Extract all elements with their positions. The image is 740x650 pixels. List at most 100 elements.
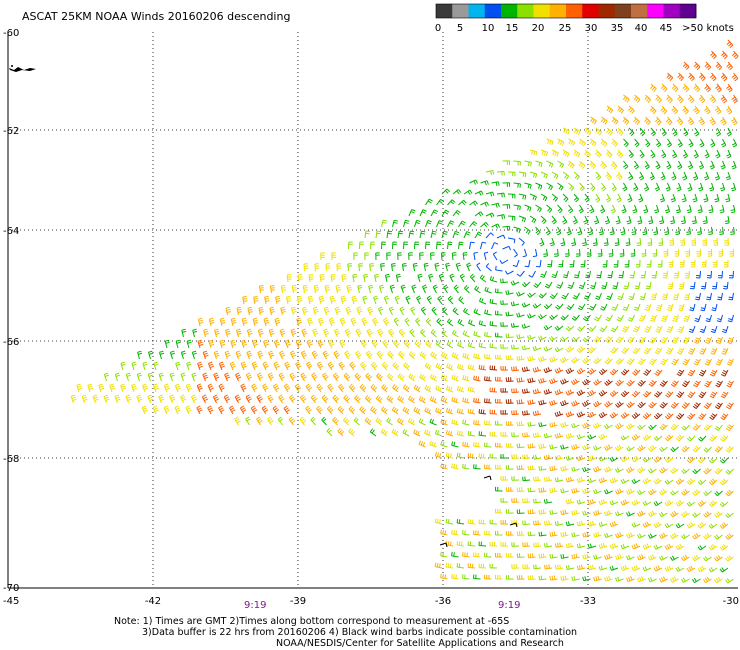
wind-barb xyxy=(148,350,154,360)
wind-barb xyxy=(263,317,270,327)
wind-barb xyxy=(440,441,448,448)
wind-barb xyxy=(289,372,296,382)
wind-barb xyxy=(458,199,467,206)
wind-barb xyxy=(671,358,679,366)
wind-barb xyxy=(714,534,723,540)
wind-barb xyxy=(272,405,280,415)
wind-barb xyxy=(631,226,637,236)
wind-barb xyxy=(562,215,568,225)
wind-barb xyxy=(538,356,547,363)
wind-barb xyxy=(246,350,253,360)
wind-barb xyxy=(604,357,613,365)
wind-barb xyxy=(690,259,696,268)
wind-barb xyxy=(637,533,646,539)
wind-barb xyxy=(532,454,542,460)
wind-barb xyxy=(538,553,547,559)
wind-barb xyxy=(683,314,690,323)
wind-barb xyxy=(446,363,454,371)
wind-barb xyxy=(710,50,717,60)
wind-barb xyxy=(529,215,537,224)
wind-barb xyxy=(326,405,334,415)
wind-barb xyxy=(169,394,176,404)
wind-barb xyxy=(335,284,341,294)
wind-barb xyxy=(551,270,558,279)
wind-barb xyxy=(311,350,318,360)
wind-barb xyxy=(445,407,454,415)
wind-barb xyxy=(213,372,220,382)
wind-barb xyxy=(431,306,437,316)
wind-barb xyxy=(495,486,503,492)
wind-barb xyxy=(648,488,657,496)
wind-barb xyxy=(731,94,738,104)
wind-barb xyxy=(664,226,670,236)
wind-barb xyxy=(729,248,735,257)
wind-barb xyxy=(538,292,547,299)
wind-barb xyxy=(363,273,369,283)
wind-barb xyxy=(392,219,399,228)
wind-barb xyxy=(463,189,473,195)
wind-barb xyxy=(661,314,668,323)
wind-barb xyxy=(616,314,624,322)
wind-barb xyxy=(595,292,602,300)
wind-barb xyxy=(659,488,668,496)
wind-barb xyxy=(604,336,613,343)
wind-barb xyxy=(500,542,509,547)
wind-barb xyxy=(615,379,624,387)
wind-barb xyxy=(554,454,564,461)
wind-barb xyxy=(425,340,432,349)
wind-barb xyxy=(300,372,307,382)
wind-barb xyxy=(322,372,329,382)
wind-barb xyxy=(580,259,586,268)
wind-barb xyxy=(239,405,247,415)
wind-barb xyxy=(451,441,459,448)
wind-barb xyxy=(516,291,525,297)
wind-barb xyxy=(697,226,702,235)
wind-barb xyxy=(712,259,718,268)
wind-barb xyxy=(236,306,242,316)
wind-barb xyxy=(430,252,435,261)
wind-barb xyxy=(522,498,531,504)
wind-barb xyxy=(562,171,570,180)
wind-barb xyxy=(571,423,580,429)
wind-barb xyxy=(702,215,708,225)
wind-barb xyxy=(653,477,663,485)
wind-barb xyxy=(240,361,247,371)
wind-barb xyxy=(659,215,665,225)
wind-barb xyxy=(637,489,646,496)
wind-barb xyxy=(604,575,613,582)
wind-barb xyxy=(681,554,690,562)
wind-barb xyxy=(408,351,416,360)
wind-barb xyxy=(560,488,569,494)
wind-barb xyxy=(670,423,679,431)
wind-barb xyxy=(424,407,432,415)
wind-barb xyxy=(622,182,628,192)
wind-barb xyxy=(447,199,456,206)
wind-barb xyxy=(532,432,542,438)
longitude-label: -42 xyxy=(145,596,161,607)
contaminated-wind-barb xyxy=(439,542,448,548)
wind-barb xyxy=(356,306,363,316)
wind-barb xyxy=(462,397,470,404)
colorbar-label: 45 xyxy=(660,23,673,34)
wind-barb xyxy=(565,565,575,570)
wind-barb xyxy=(730,182,737,192)
wind-barb xyxy=(543,476,553,482)
wind-barb xyxy=(697,565,707,573)
wind-barb xyxy=(697,500,707,507)
wind-barb xyxy=(296,295,303,305)
wind-barb xyxy=(576,389,586,396)
wind-barb xyxy=(449,273,455,283)
wind-barb xyxy=(457,318,465,327)
wind-barb xyxy=(484,376,492,382)
wind-barb xyxy=(693,358,701,366)
wind-barb xyxy=(302,284,309,294)
wind-barb xyxy=(671,149,678,159)
wind-barb xyxy=(473,353,481,360)
wind-barb xyxy=(688,347,696,355)
wind-barb xyxy=(502,204,511,209)
wind-barb xyxy=(516,531,525,536)
wind-barb xyxy=(593,509,602,516)
wind-barb xyxy=(425,317,432,327)
wind-barb xyxy=(598,390,608,397)
wind-barb xyxy=(350,317,357,327)
